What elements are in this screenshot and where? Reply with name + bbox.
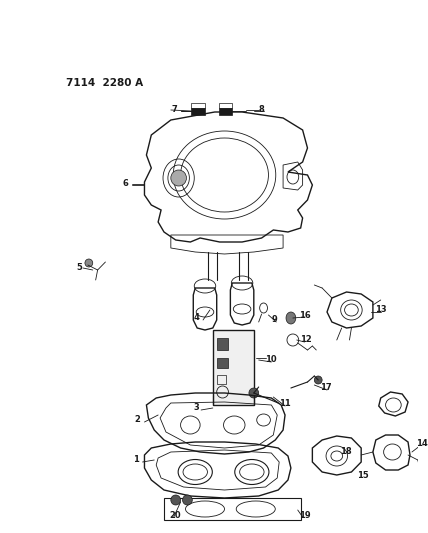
Text: 6: 6 (123, 180, 129, 189)
Text: 12: 12 (300, 335, 312, 344)
Text: 2: 2 (135, 415, 140, 424)
Bar (217, 338, 229, 350)
Text: 4: 4 (193, 313, 199, 322)
Text: 10: 10 (265, 356, 277, 365)
Text: 3: 3 (193, 402, 199, 411)
Bar (191, 103, 205, 108)
Bar (213, 330, 254, 405)
Circle shape (314, 376, 322, 384)
Text: 7: 7 (172, 106, 178, 115)
Text: 7114  2280 A: 7114 2280 A (66, 78, 143, 88)
Text: 15: 15 (357, 471, 369, 480)
Bar (191, 108, 205, 115)
Text: 14: 14 (416, 440, 428, 448)
Circle shape (85, 259, 93, 267)
Circle shape (249, 388, 259, 398)
Ellipse shape (286, 312, 296, 324)
Circle shape (171, 495, 181, 505)
Text: 8: 8 (259, 106, 265, 115)
Circle shape (171, 170, 187, 186)
Circle shape (183, 495, 192, 505)
Text: 18: 18 (340, 448, 351, 456)
Text: 9: 9 (271, 316, 277, 325)
Bar (217, 358, 229, 368)
Text: 1: 1 (133, 455, 139, 464)
Text: 19: 19 (299, 511, 310, 520)
Text: 5: 5 (76, 262, 82, 271)
Bar (217, 375, 226, 384)
Bar (219, 103, 232, 108)
Text: 16: 16 (299, 311, 310, 319)
Bar (164, 498, 300, 520)
Text: 17: 17 (320, 383, 332, 392)
Text: 11: 11 (279, 400, 291, 408)
Text: 13: 13 (375, 304, 386, 313)
Bar (219, 108, 232, 115)
Text: 20: 20 (169, 511, 181, 520)
